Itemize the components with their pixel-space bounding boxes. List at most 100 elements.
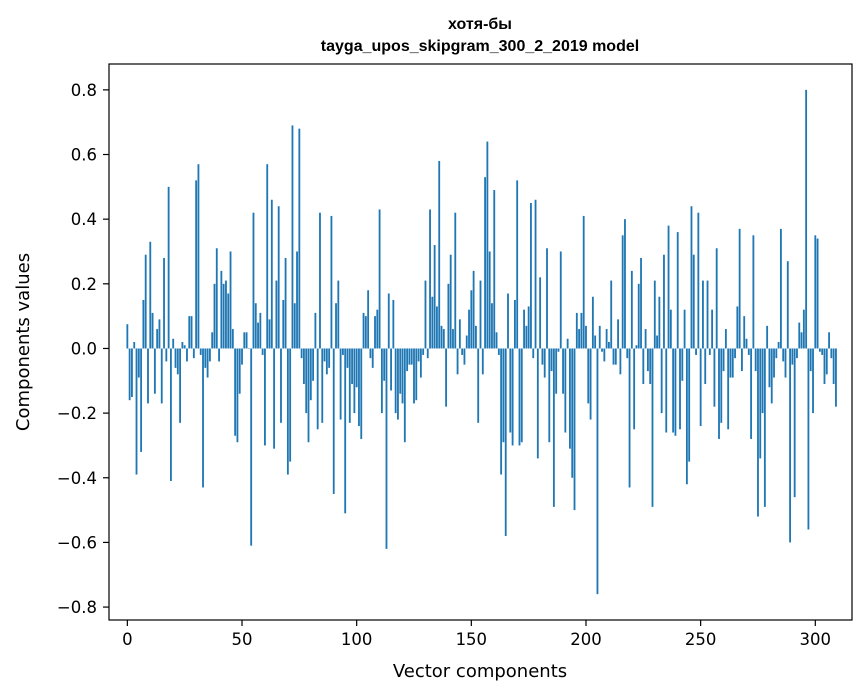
bar xyxy=(268,319,271,349)
bar xyxy=(131,348,133,397)
bar xyxy=(442,329,445,349)
bar xyxy=(341,348,344,355)
bar xyxy=(380,348,383,414)
bar xyxy=(321,348,324,423)
bar xyxy=(190,316,193,349)
bar xyxy=(518,348,521,446)
bar xyxy=(642,348,645,385)
bar xyxy=(486,141,489,349)
bar xyxy=(309,348,312,401)
bar xyxy=(236,348,239,443)
bar xyxy=(470,290,473,349)
bar xyxy=(289,348,292,462)
bar xyxy=(351,348,353,385)
bar xyxy=(835,348,837,407)
bar xyxy=(598,325,601,349)
bar xyxy=(199,348,202,355)
bar xyxy=(362,312,365,349)
bar xyxy=(777,342,780,349)
bar xyxy=(786,261,789,349)
bar xyxy=(766,325,769,349)
bar xyxy=(704,348,707,385)
bar xyxy=(172,338,175,349)
x-tick-label: 250 xyxy=(685,630,717,649)
bar xyxy=(484,177,486,349)
bar xyxy=(403,348,406,443)
bar xyxy=(273,348,276,449)
bar xyxy=(818,348,821,352)
bar xyxy=(163,257,165,349)
bar xyxy=(413,348,415,404)
bar xyxy=(188,316,191,349)
bar xyxy=(195,180,198,349)
bar xyxy=(743,316,746,349)
bar xyxy=(280,348,282,423)
bar xyxy=(585,325,587,349)
bar xyxy=(685,348,688,485)
bar xyxy=(165,348,168,362)
x-axis: 0 50 100 150 200 250 300 xyxy=(122,620,831,649)
bar xyxy=(433,245,436,349)
bar xyxy=(555,348,558,394)
bar xyxy=(683,309,686,349)
bar xyxy=(358,348,360,427)
bar xyxy=(238,348,241,394)
bar xyxy=(387,293,390,349)
x-tick-label: 50 xyxy=(232,630,253,649)
bar xyxy=(293,303,296,349)
bar xyxy=(566,338,569,349)
bar xyxy=(702,280,704,349)
bar xyxy=(745,338,748,349)
bar xyxy=(828,332,830,349)
bar xyxy=(218,348,220,362)
bar xyxy=(796,348,798,359)
bar xyxy=(426,348,429,359)
bar xyxy=(816,238,819,349)
bar xyxy=(348,348,351,423)
bar xyxy=(624,219,626,349)
x-tick-label: 200 xyxy=(570,630,602,649)
bar xyxy=(339,348,342,420)
bar xyxy=(335,303,337,349)
y-tick-label: 0.2 xyxy=(71,275,97,294)
bar xyxy=(591,296,594,349)
bar xyxy=(383,348,386,381)
bar xyxy=(353,348,356,414)
bar xyxy=(174,348,177,368)
bar xyxy=(773,348,775,378)
bar xyxy=(202,348,204,488)
bar xyxy=(663,254,665,349)
bar xyxy=(259,312,262,349)
bar xyxy=(298,128,301,349)
bar xyxy=(183,345,186,349)
bar xyxy=(234,348,237,436)
bar xyxy=(213,283,216,349)
bar xyxy=(507,293,509,349)
bar xyxy=(534,199,537,349)
bar xyxy=(417,348,420,362)
bar xyxy=(536,348,539,459)
bar xyxy=(543,348,546,378)
bar xyxy=(300,348,303,359)
y-tick-label: 0.4 xyxy=(71,210,97,229)
bar xyxy=(754,348,757,372)
bar xyxy=(644,329,647,349)
bar xyxy=(440,325,443,349)
bar xyxy=(587,348,590,404)
bar xyxy=(307,348,310,443)
bar xyxy=(805,89,808,349)
bar xyxy=(759,348,762,459)
bar xyxy=(429,209,431,349)
bar xyxy=(296,251,298,349)
bar xyxy=(247,348,250,349)
bar xyxy=(468,309,470,349)
bar xyxy=(344,348,347,514)
bar xyxy=(144,254,147,349)
bar xyxy=(264,348,266,446)
bar xyxy=(612,348,615,365)
bar xyxy=(757,348,759,517)
bar xyxy=(596,348,599,595)
bar xyxy=(147,348,149,404)
plot-frame xyxy=(108,63,853,621)
bar xyxy=(243,332,246,349)
